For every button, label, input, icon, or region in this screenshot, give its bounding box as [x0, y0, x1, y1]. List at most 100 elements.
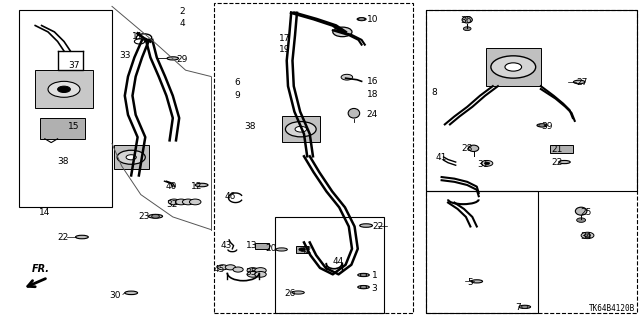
- Text: 16: 16: [367, 77, 378, 86]
- Text: 36: 36: [460, 16, 472, 25]
- Circle shape: [491, 56, 536, 78]
- Text: 34: 34: [580, 232, 591, 241]
- Text: 19: 19: [279, 45, 291, 54]
- Text: 13: 13: [246, 241, 257, 250]
- Circle shape: [463, 27, 471, 31]
- Ellipse shape: [276, 248, 287, 251]
- Text: 43: 43: [220, 241, 232, 250]
- Circle shape: [255, 268, 266, 273]
- Bar: [282, 116, 320, 142]
- Ellipse shape: [573, 80, 585, 84]
- Circle shape: [136, 34, 152, 41]
- Circle shape: [58, 86, 70, 93]
- Text: 27: 27: [577, 78, 588, 87]
- Circle shape: [247, 271, 259, 277]
- Text: 22: 22: [372, 222, 383, 231]
- Ellipse shape: [125, 291, 138, 295]
- Text: 10: 10: [367, 15, 378, 24]
- Circle shape: [182, 199, 194, 205]
- Text: 1: 1: [372, 271, 377, 280]
- Ellipse shape: [348, 108, 360, 118]
- Circle shape: [577, 218, 586, 222]
- Circle shape: [522, 305, 528, 308]
- Circle shape: [295, 126, 307, 132]
- Text: 25: 25: [580, 208, 591, 217]
- Bar: [426, 10, 637, 191]
- Text: 23: 23: [138, 212, 150, 221]
- Text: 39: 39: [541, 122, 553, 130]
- Circle shape: [584, 234, 591, 237]
- Text: 38: 38: [244, 122, 255, 130]
- Text: 15: 15: [68, 122, 79, 130]
- Ellipse shape: [358, 273, 369, 277]
- Ellipse shape: [292, 291, 305, 294]
- Ellipse shape: [167, 57, 179, 60]
- Text: 7: 7: [516, 303, 521, 312]
- Text: 20: 20: [265, 244, 276, 253]
- Text: 32: 32: [166, 200, 177, 209]
- Text: 5: 5: [468, 278, 473, 287]
- Circle shape: [358, 18, 365, 21]
- Circle shape: [247, 268, 259, 273]
- Circle shape: [152, 214, 159, 218]
- Bar: [214, 3, 413, 313]
- Circle shape: [175, 199, 187, 205]
- Text: 2: 2: [180, 7, 185, 16]
- Bar: [275, 217, 384, 313]
- Text: 37: 37: [68, 61, 79, 70]
- Circle shape: [134, 39, 145, 44]
- Ellipse shape: [519, 305, 531, 308]
- Text: 9: 9: [234, 91, 239, 100]
- Circle shape: [481, 160, 493, 166]
- Text: 44: 44: [332, 257, 344, 266]
- Circle shape: [505, 63, 522, 71]
- Text: 26: 26: [284, 289, 296, 298]
- Text: 11: 11: [132, 32, 143, 41]
- Ellipse shape: [471, 280, 483, 283]
- Circle shape: [168, 199, 180, 205]
- Bar: [35, 70, 93, 108]
- Circle shape: [360, 273, 367, 277]
- Bar: [40, 118, 85, 139]
- Circle shape: [285, 122, 316, 137]
- Text: FR.: FR.: [31, 264, 49, 274]
- Ellipse shape: [462, 17, 472, 23]
- Ellipse shape: [559, 160, 570, 164]
- Circle shape: [299, 248, 305, 251]
- Bar: [296, 246, 308, 253]
- Text: 40: 40: [166, 182, 177, 191]
- Text: 42: 42: [300, 246, 312, 255]
- Text: TK64B4120B: TK64B4120B: [589, 304, 636, 313]
- Bar: [114, 145, 149, 169]
- Text: 35: 35: [246, 268, 257, 277]
- Text: 38: 38: [57, 157, 68, 166]
- Text: 30: 30: [109, 291, 121, 300]
- Text: 14: 14: [39, 208, 51, 217]
- Bar: [255, 243, 269, 249]
- Ellipse shape: [358, 286, 369, 289]
- Text: 29: 29: [177, 55, 188, 63]
- Circle shape: [117, 150, 145, 164]
- Text: 45: 45: [214, 265, 225, 274]
- Text: 31: 31: [477, 160, 489, 169]
- Text: 22: 22: [57, 233, 68, 242]
- Circle shape: [341, 74, 353, 80]
- Text: 12: 12: [191, 182, 203, 191]
- Text: 21: 21: [551, 145, 563, 154]
- Circle shape: [218, 265, 228, 270]
- Circle shape: [360, 286, 367, 289]
- Circle shape: [255, 271, 266, 277]
- Ellipse shape: [537, 124, 547, 127]
- Circle shape: [333, 27, 352, 37]
- Ellipse shape: [468, 145, 479, 152]
- Text: 17: 17: [279, 34, 291, 43]
- Circle shape: [225, 265, 236, 270]
- Bar: [19, 10, 112, 207]
- Circle shape: [126, 155, 136, 160]
- Text: 4: 4: [180, 19, 185, 28]
- Circle shape: [581, 232, 594, 239]
- Text: 3: 3: [372, 284, 377, 293]
- Ellipse shape: [575, 207, 587, 215]
- Text: 6: 6: [234, 78, 239, 87]
- Circle shape: [539, 124, 545, 127]
